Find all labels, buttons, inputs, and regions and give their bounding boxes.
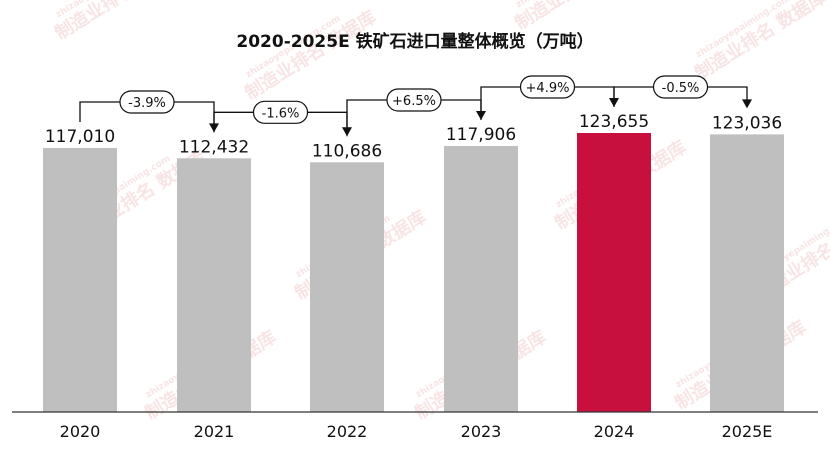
change-pill: [519, 75, 576, 99]
bar-2020: [43, 147, 117, 412]
x-tick-2021: 2021: [194, 422, 235, 441]
bars-group: [43, 133, 784, 412]
x-tick-2022: 2022: [327, 422, 368, 441]
bar-2025E: [710, 134, 784, 412]
watermark-text: 制造业排名 数据库: [511, 0, 650, 34]
x-tick-2020: 2020: [60, 422, 101, 441]
change-annotation-3: +6.5%: [346, 88, 486, 137]
change-annotation-2: -1.6%: [213, 100, 352, 137]
change-label: +4.9%: [526, 81, 570, 96]
value-label-2024: 123,655: [579, 112, 649, 132]
change-annotation-5: -0.5%: [613, 75, 752, 109]
bar-2024: [577, 133, 651, 412]
value-label-2022: 110,686: [312, 141, 382, 161]
value-label-2023: 117,906: [446, 125, 516, 145]
bar-2021: [177, 158, 251, 412]
change-label: -1.6%: [262, 106, 300, 121]
x-tick-2024: 2024: [594, 422, 635, 441]
value-label-2021: 112,432: [179, 137, 249, 157]
change-annotation-4: +4.9%: [480, 75, 619, 120]
watermark-text: 制造业排名 数据库: [241, 6, 380, 104]
change-pill: [252, 100, 309, 124]
change-annotations-group: -3.9% -1.6% +6.5% +4.9% -0.5%: [79, 75, 752, 137]
change-pill: [652, 75, 709, 99]
x-tick-2023: 2023: [461, 422, 502, 441]
change-label: -3.9%: [128, 96, 166, 111]
change-label: -0.5%: [662, 81, 700, 96]
arrow-down-icon: [742, 99, 752, 109]
value-label-2020: 117,010: [45, 127, 115, 147]
x-tick-2025E: 2025E: [722, 422, 773, 441]
value-labels-group: 117,010 112,432 110,686 117,906 123,655 123,0…: [45, 112, 782, 161]
change-label: +6.5%: [392, 94, 436, 109]
bar-2022: [310, 162, 384, 412]
change-pill: [386, 88, 442, 112]
x-tick-labels-group: 2020 2021 2022 2023 2024 2025E: [60, 422, 773, 441]
chart-title: 2020-2025E 铁矿石进口量整体概览（万吨）: [236, 31, 593, 52]
bar-2023: [444, 145, 518, 412]
value-label-2025E: 123,036: [712, 113, 782, 133]
change-pill: [119, 90, 175, 114]
